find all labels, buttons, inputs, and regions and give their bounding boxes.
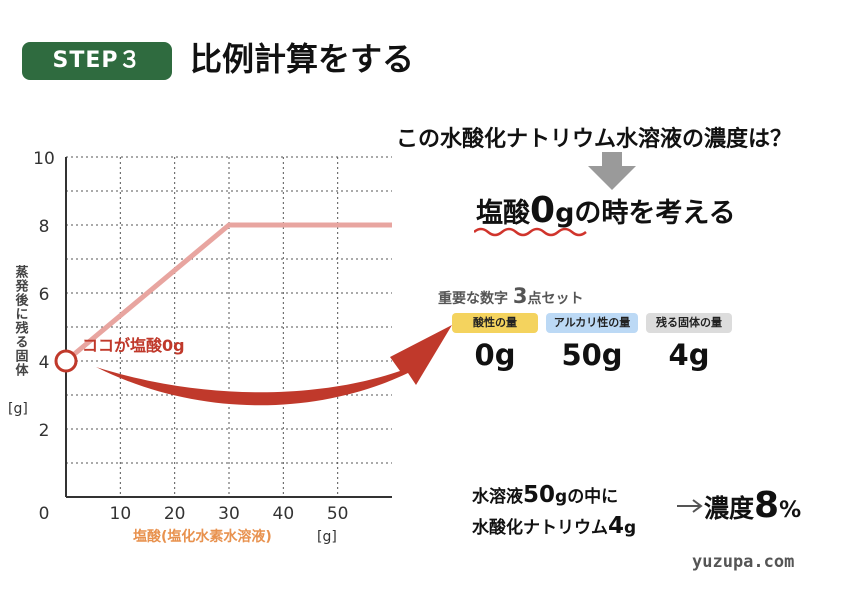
x-tick-label: 0 — [39, 504, 50, 524]
y-tick-label: 2 — [39, 421, 50, 441]
focus-unit: g — [555, 198, 575, 229]
down-arrow-icon — [588, 152, 636, 190]
curved-arrow — [96, 325, 452, 406]
wavy-underline — [474, 227, 587, 237]
alkali-label-pill: アルカリ性の量 — [546, 313, 638, 333]
x-tick-label: 50 — [327, 504, 349, 524]
series-line — [64, 222, 392, 363]
focus-value: 0 — [530, 190, 556, 231]
annotation-marker — [54, 349, 78, 373]
right-arrow-icon — [677, 499, 703, 513]
solid-label-pill: 残る固体の量 — [646, 313, 732, 333]
x-axis-label: 塩酸(塩化水素水溶液) — [133, 528, 272, 545]
question-text: この水酸化ナトリウム水溶液の濃度は？ — [396, 127, 793, 152]
conclusion-line-2: 水酸化ナトリウム4g — [472, 513, 637, 539]
y-tick-label: 10 — [33, 149, 55, 169]
y-axis-label: 蒸発後に残る固体 — [13, 264, 30, 377]
caption-count: 3 — [512, 284, 528, 308]
focus-prefix: 塩酸 — [476, 198, 530, 229]
focus-statement: 塩酸0gの時を考える — [476, 188, 736, 237]
conclusion-line-1: 水溶液50gの中に — [472, 482, 619, 508]
annotation-label: ココが塩酸0g — [82, 336, 185, 355]
chart-grid — [66, 156, 392, 497]
y-tick-label: 6 — [39, 285, 50, 305]
x-tick-label: 10 — [110, 504, 132, 524]
page-title: 比例計算をする — [190, 40, 415, 78]
brand-watermark: yuzupa.com — [692, 552, 795, 572]
caption-prefix: 重要な数字 — [438, 291, 508, 307]
caption-suffix: 点セット — [527, 291, 584, 307]
y-axis-unit: [g] — [8, 401, 28, 417]
x-tick-label: 30 — [218, 504, 240, 524]
acid-value: 0g — [474, 338, 516, 372]
conclusion-text: 水溶液50gの中に 水酸化ナトリウム4g — [472, 481, 636, 543]
focus-suffix: の時を考える — [574, 198, 736, 229]
alkali-value: 50g — [561, 338, 623, 372]
x-tick-label: 20 — [164, 504, 186, 524]
solid-value: 4g — [668, 338, 710, 372]
x-tick-label: 40 — [273, 504, 295, 524]
x-axis-unit: [g] — [317, 529, 337, 545]
key-numbers-caption: 重要な数字 3点セット — [438, 284, 584, 308]
acid-label-pill: 酸性の量 — [452, 313, 538, 333]
y-tick-label: 8 — [39, 217, 50, 237]
y-tick-label: 4 — [39, 353, 50, 373]
concentration-result: 濃度8% — [704, 485, 802, 526]
step-badge: STEP３ — [22, 42, 172, 80]
